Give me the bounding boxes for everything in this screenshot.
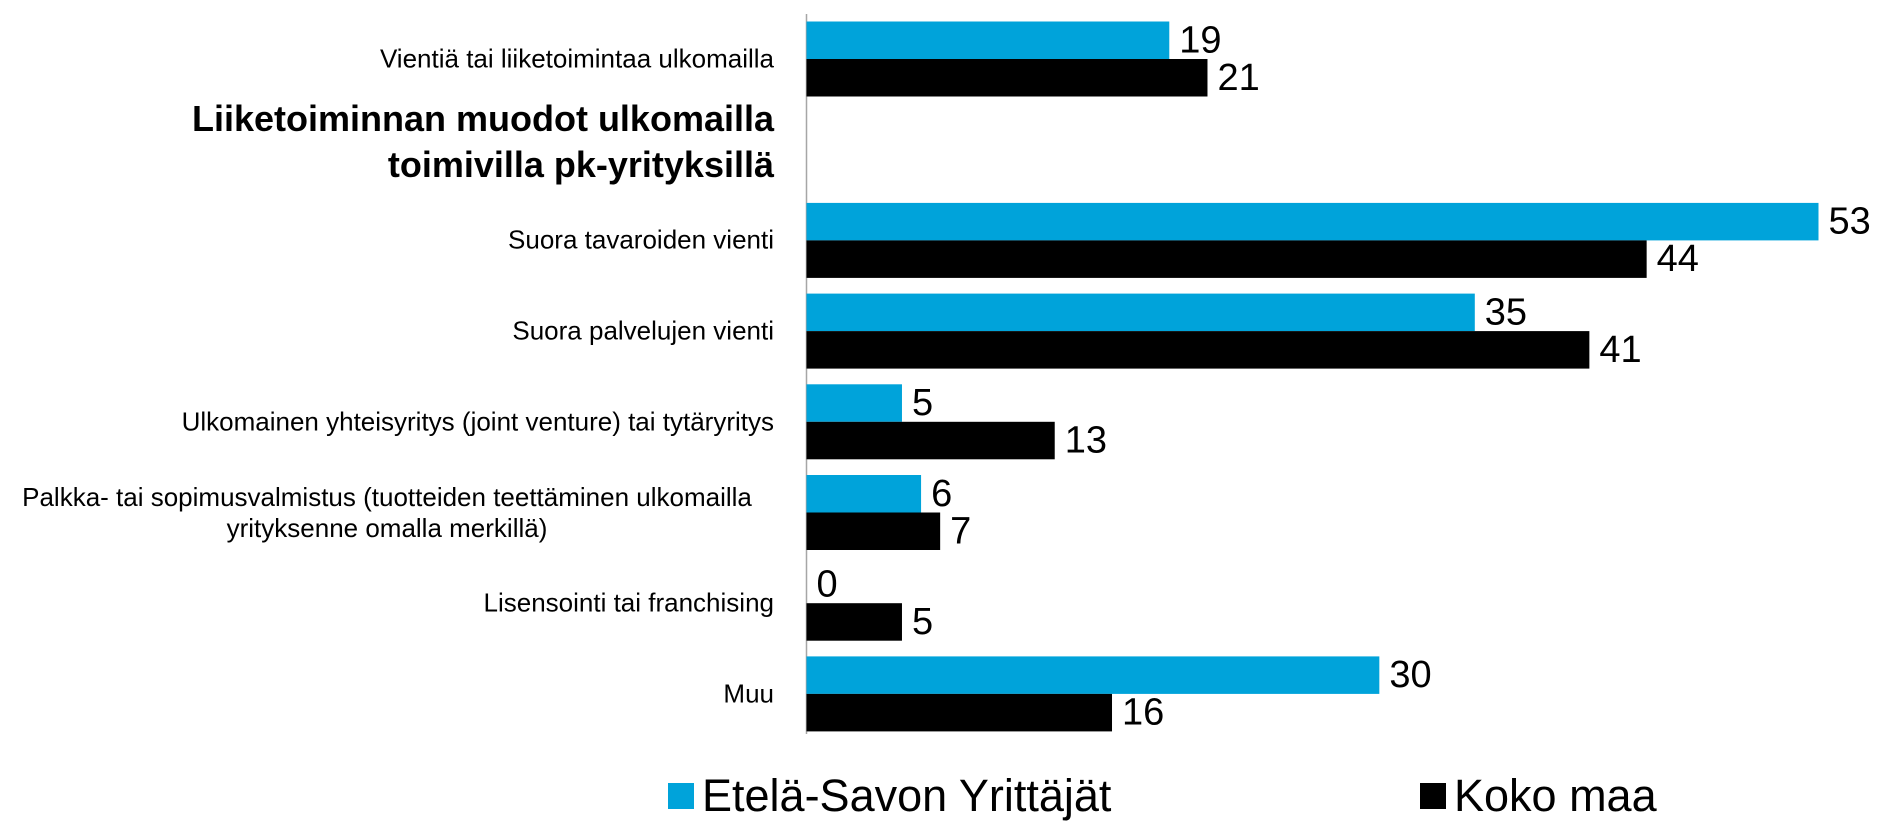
value-label: 0 (817, 563, 838, 605)
category-label: Vientiä tai liiketoimintaa ulkomailla (0, 44, 774, 75)
bar (806, 240, 1647, 278)
bar (806, 475, 922, 513)
legend-item: Koko maa (1420, 770, 1657, 822)
category-label: Muu (0, 678, 774, 709)
value-label: 5 (912, 601, 933, 643)
legend-swatch (1420, 783, 1446, 809)
legend-item: Etelä-Savon Yrittäjät (668, 770, 1111, 822)
category-text: Suora tavaroiden vienti (508, 224, 774, 255)
legend-label: Koko maa (1454, 770, 1657, 821)
category-label: Ulkomainen yhteisyritys (joint venture) … (0, 406, 774, 437)
value-label: 7 (950, 510, 971, 552)
value-label: 53 (1829, 201, 1871, 243)
bar (806, 512, 941, 550)
chart-title: Liiketoiminnan muodot ulkomailla toimivi… (0, 96, 774, 188)
value-label: 41 (1599, 329, 1641, 371)
category-text: Suora palvelujen vienti (512, 315, 774, 346)
value-label: 35 (1485, 291, 1527, 333)
value-label: 44 (1657, 238, 1699, 280)
value-label: 21 (1217, 57, 1259, 99)
value-label: 30 (1389, 654, 1431, 696)
value-label: 19 (1179, 19, 1221, 61)
bar (806, 202, 1819, 241)
category-text: Lisensointi tai franchising (483, 587, 775, 618)
bar (806, 693, 1113, 732)
bar (806, 656, 1380, 694)
category-text: Palkka- tai sopimusvalmistus (tuotteiden… (22, 481, 752, 543)
bar (806, 293, 1475, 332)
legend-label: Etelä-Savon Yrittäjät (702, 770, 1112, 821)
bar (806, 21, 1170, 59)
category-text: Vientiä tai liiketoimintaa ulkomailla (379, 43, 774, 74)
value-label: 6 (931, 473, 952, 515)
title-text: Liiketoiminnan muodot ulkomailla toimivi… (191, 98, 774, 185)
bar (806, 421, 1055, 460)
category-text: Muu (723, 678, 774, 709)
bar (806, 331, 1590, 369)
category-text: Ulkomainen yhteisyritys (joint venture) … (181, 406, 774, 437)
value-label: 13 (1065, 420, 1107, 462)
bar (806, 59, 1208, 97)
category-label: Suora palvelujen vienti (0, 316, 774, 347)
category-label: Palkka- tai sopimusvalmistus (tuotteiden… (0, 482, 774, 544)
value-label: 5 (912, 382, 933, 424)
category-label: Lisensointi tai franchising (0, 587, 775, 619)
value-label: 16 (1122, 692, 1164, 734)
bar (806, 603, 902, 641)
legend-swatch (668, 783, 694, 809)
category-label: Suora tavaroiden vienti (0, 225, 774, 256)
bar (806, 384, 902, 422)
